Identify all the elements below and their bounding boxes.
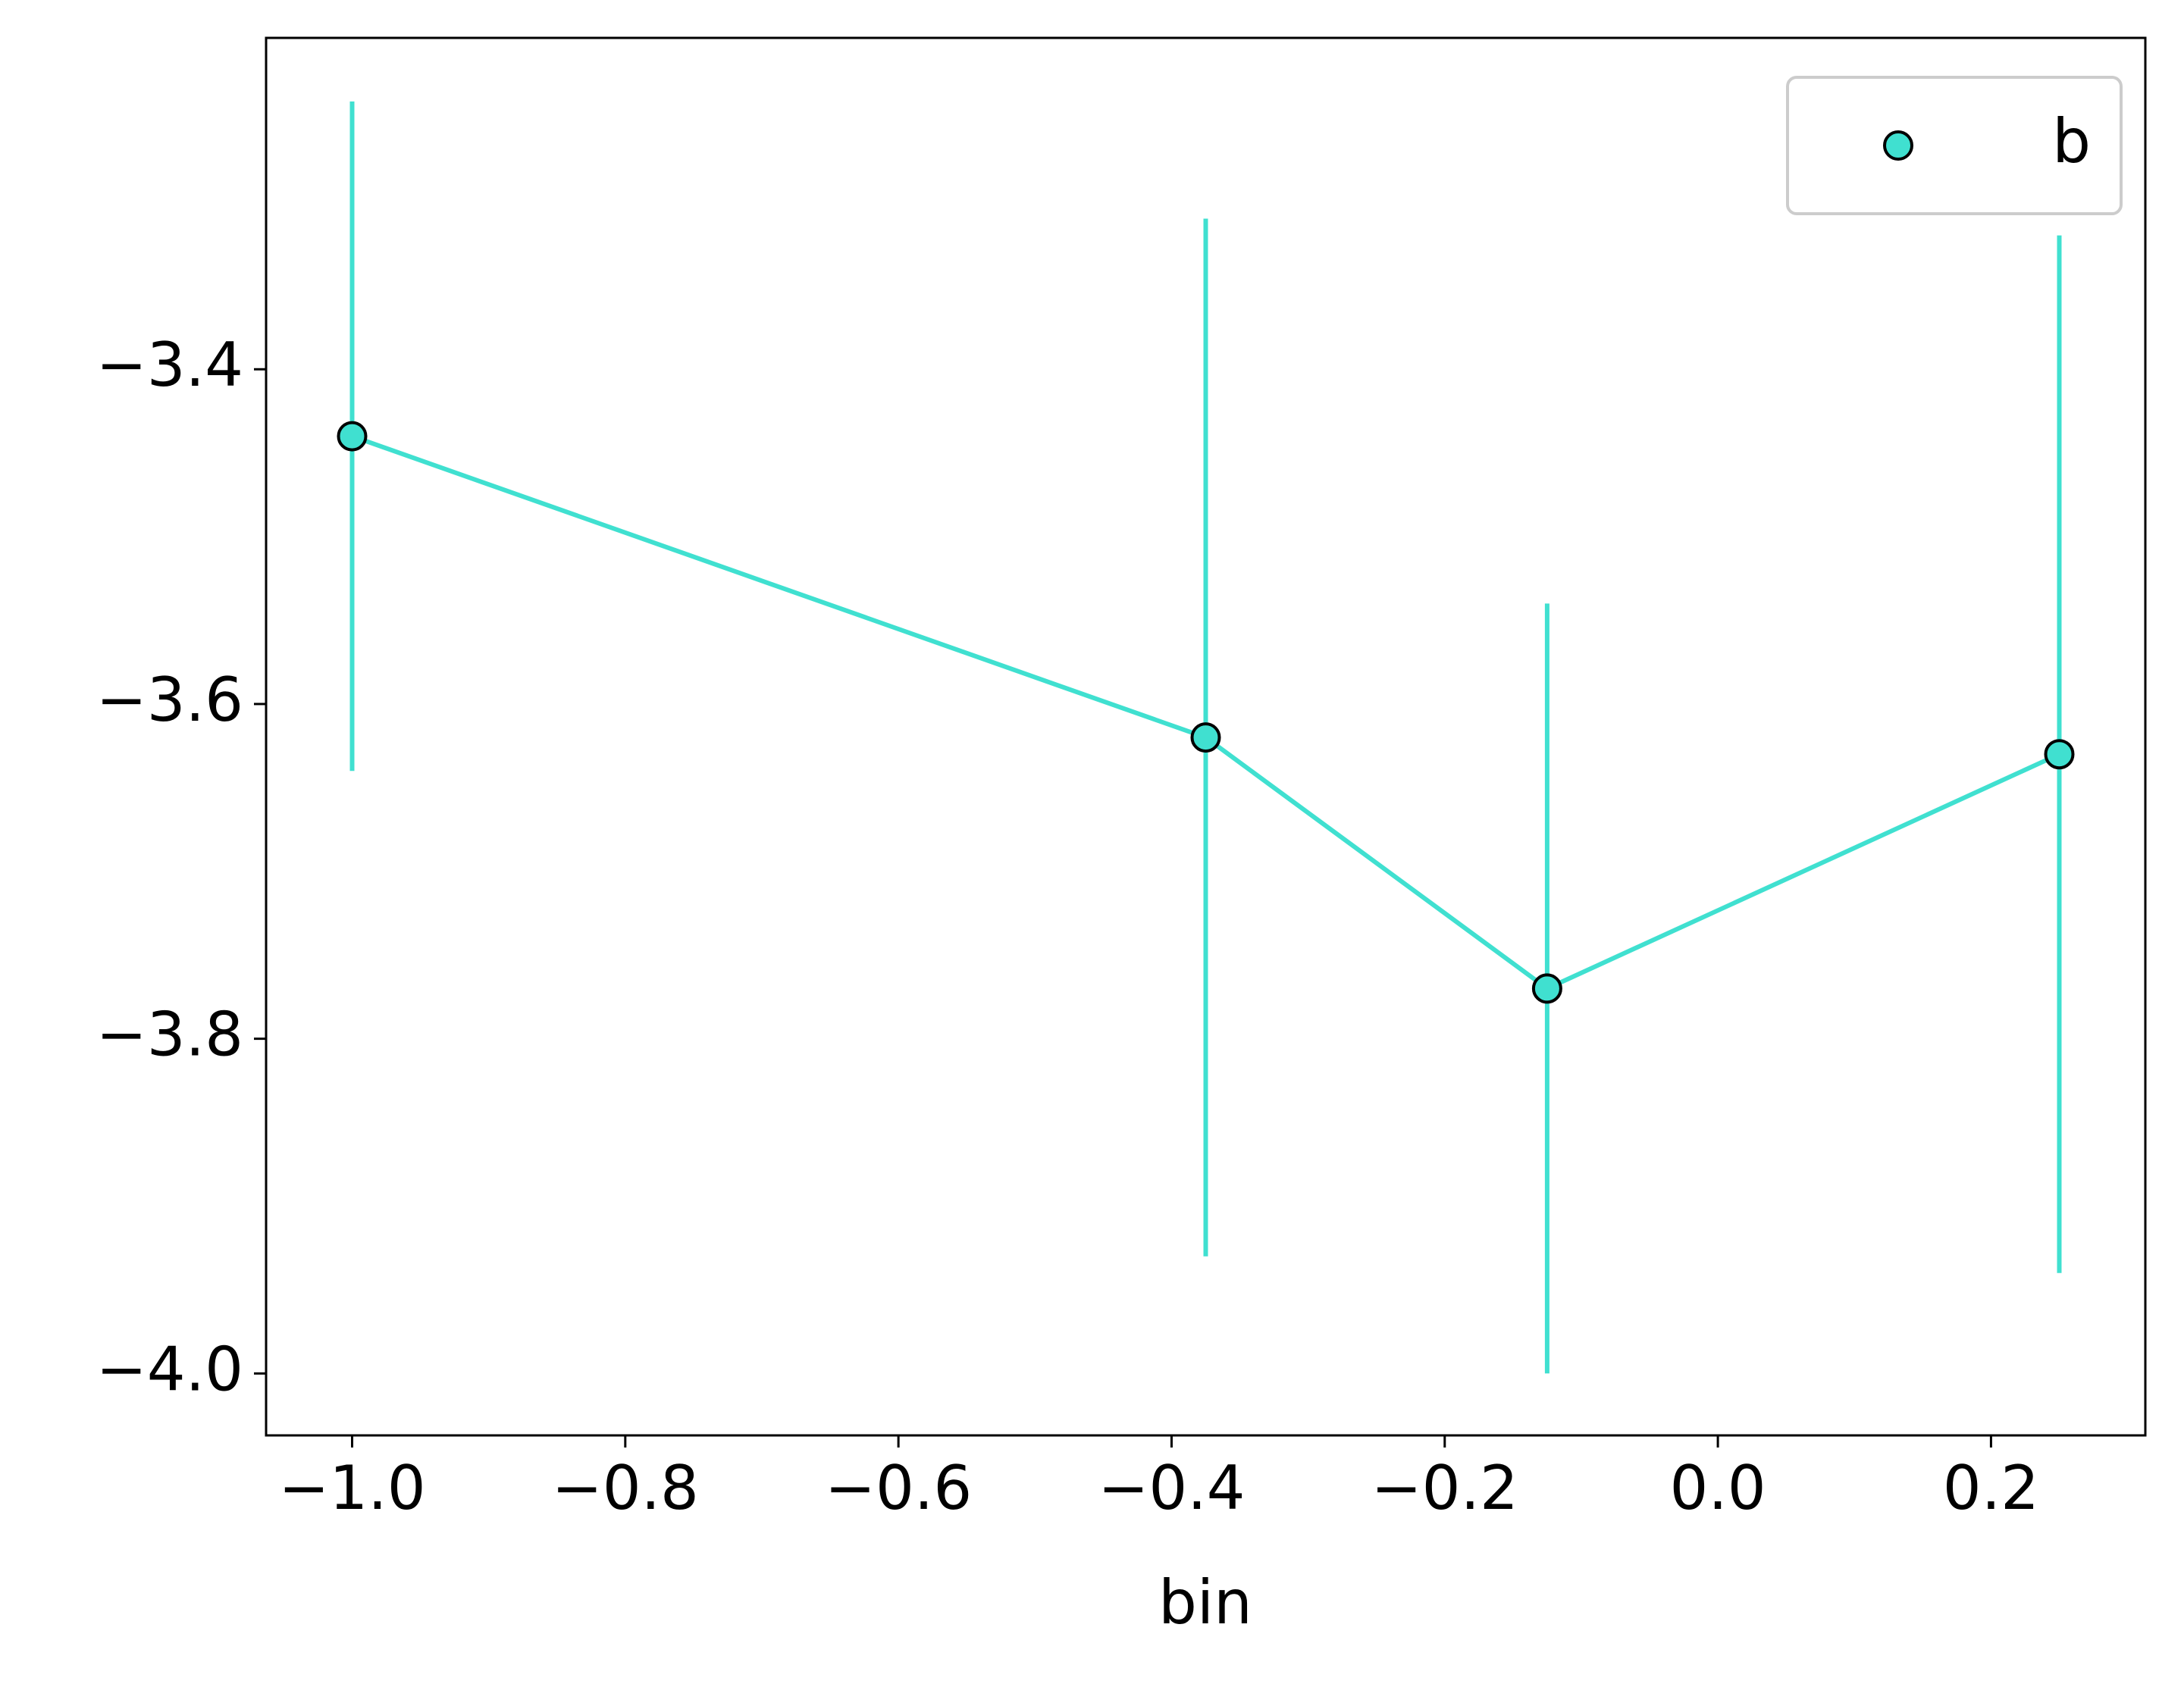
- plot-frame: [265, 36, 2147, 1437]
- y-tick-label: −3.8: [96, 1000, 243, 1070]
- x-tick-label: −0.2: [1371, 1453, 1518, 1523]
- x-tick-label: 0.2: [1943, 1453, 2039, 1523]
- data-point: [1531, 973, 1562, 1004]
- legend-label: b: [2052, 106, 2091, 177]
- x-axis-label: bin: [1158, 1567, 1252, 1638]
- y-tick-label: −3.6: [96, 665, 243, 735]
- data-point: [2044, 739, 2075, 770]
- x-tick-label: −1.0: [278, 1453, 425, 1523]
- data-line: [351, 433, 2060, 991]
- data-point: [337, 421, 368, 452]
- legend-box: [1786, 76, 2123, 215]
- x-tick-label: −0.4: [1098, 1453, 1245, 1523]
- x-tick-label: −0.6: [825, 1453, 972, 1523]
- data-point: [1190, 722, 1221, 753]
- y-tick-label: −4.0: [96, 1334, 243, 1404]
- x-tick-label: 0.0: [1669, 1453, 1766, 1523]
- y-tick-label: −3.4: [96, 330, 243, 400]
- x-tick-label: −0.8: [552, 1453, 699, 1523]
- legend-marker: [1883, 130, 1913, 161]
